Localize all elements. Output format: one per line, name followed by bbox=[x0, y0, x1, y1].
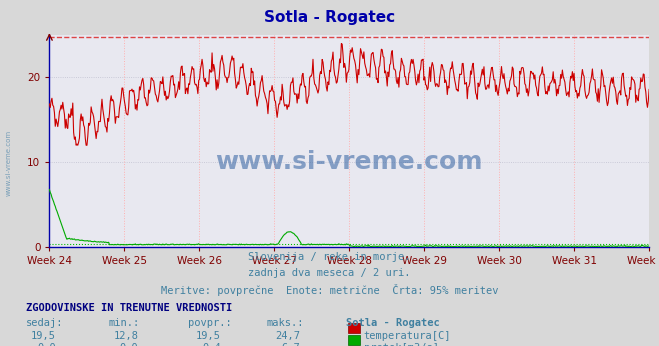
Text: Meritve: povprečne  Enote: metrične  Črta: 95% meritev: Meritve: povprečne Enote: metrične Črta:… bbox=[161, 284, 498, 297]
Text: 6,7: 6,7 bbox=[281, 343, 300, 346]
Text: 19,5: 19,5 bbox=[31, 331, 56, 342]
Text: Sotla - Rogatec: Sotla - Rogatec bbox=[264, 10, 395, 25]
Text: temperatura[C]: temperatura[C] bbox=[364, 331, 451, 342]
Text: sedaj:: sedaj: bbox=[26, 318, 64, 328]
Text: Sotla - Rogatec: Sotla - Rogatec bbox=[346, 318, 440, 328]
Text: 0,0: 0,0 bbox=[120, 343, 138, 346]
Text: zadnja dva meseca / 2 uri.: zadnja dva meseca / 2 uri. bbox=[248, 268, 411, 278]
Text: 12,8: 12,8 bbox=[113, 331, 138, 342]
Text: www.si-vreme.com: www.si-vreme.com bbox=[215, 150, 483, 174]
Text: www.si-vreme.com: www.si-vreme.com bbox=[5, 129, 11, 196]
Text: Slovenija / reke in morje.: Slovenija / reke in morje. bbox=[248, 252, 411, 262]
Text: 24,7: 24,7 bbox=[275, 331, 300, 342]
Text: ZGODOVINSKE IN TRENUTNE VREDNOSTI: ZGODOVINSKE IN TRENUTNE VREDNOSTI bbox=[26, 303, 233, 313]
Text: 0,4: 0,4 bbox=[202, 343, 221, 346]
Text: povpr.:: povpr.: bbox=[188, 318, 231, 328]
Text: 19,5: 19,5 bbox=[196, 331, 221, 342]
Text: 0,0: 0,0 bbox=[38, 343, 56, 346]
Text: maks.:: maks.: bbox=[267, 318, 304, 328]
Text: min.:: min.: bbox=[109, 318, 140, 328]
Text: pretok[m3/s]: pretok[m3/s] bbox=[364, 343, 439, 346]
